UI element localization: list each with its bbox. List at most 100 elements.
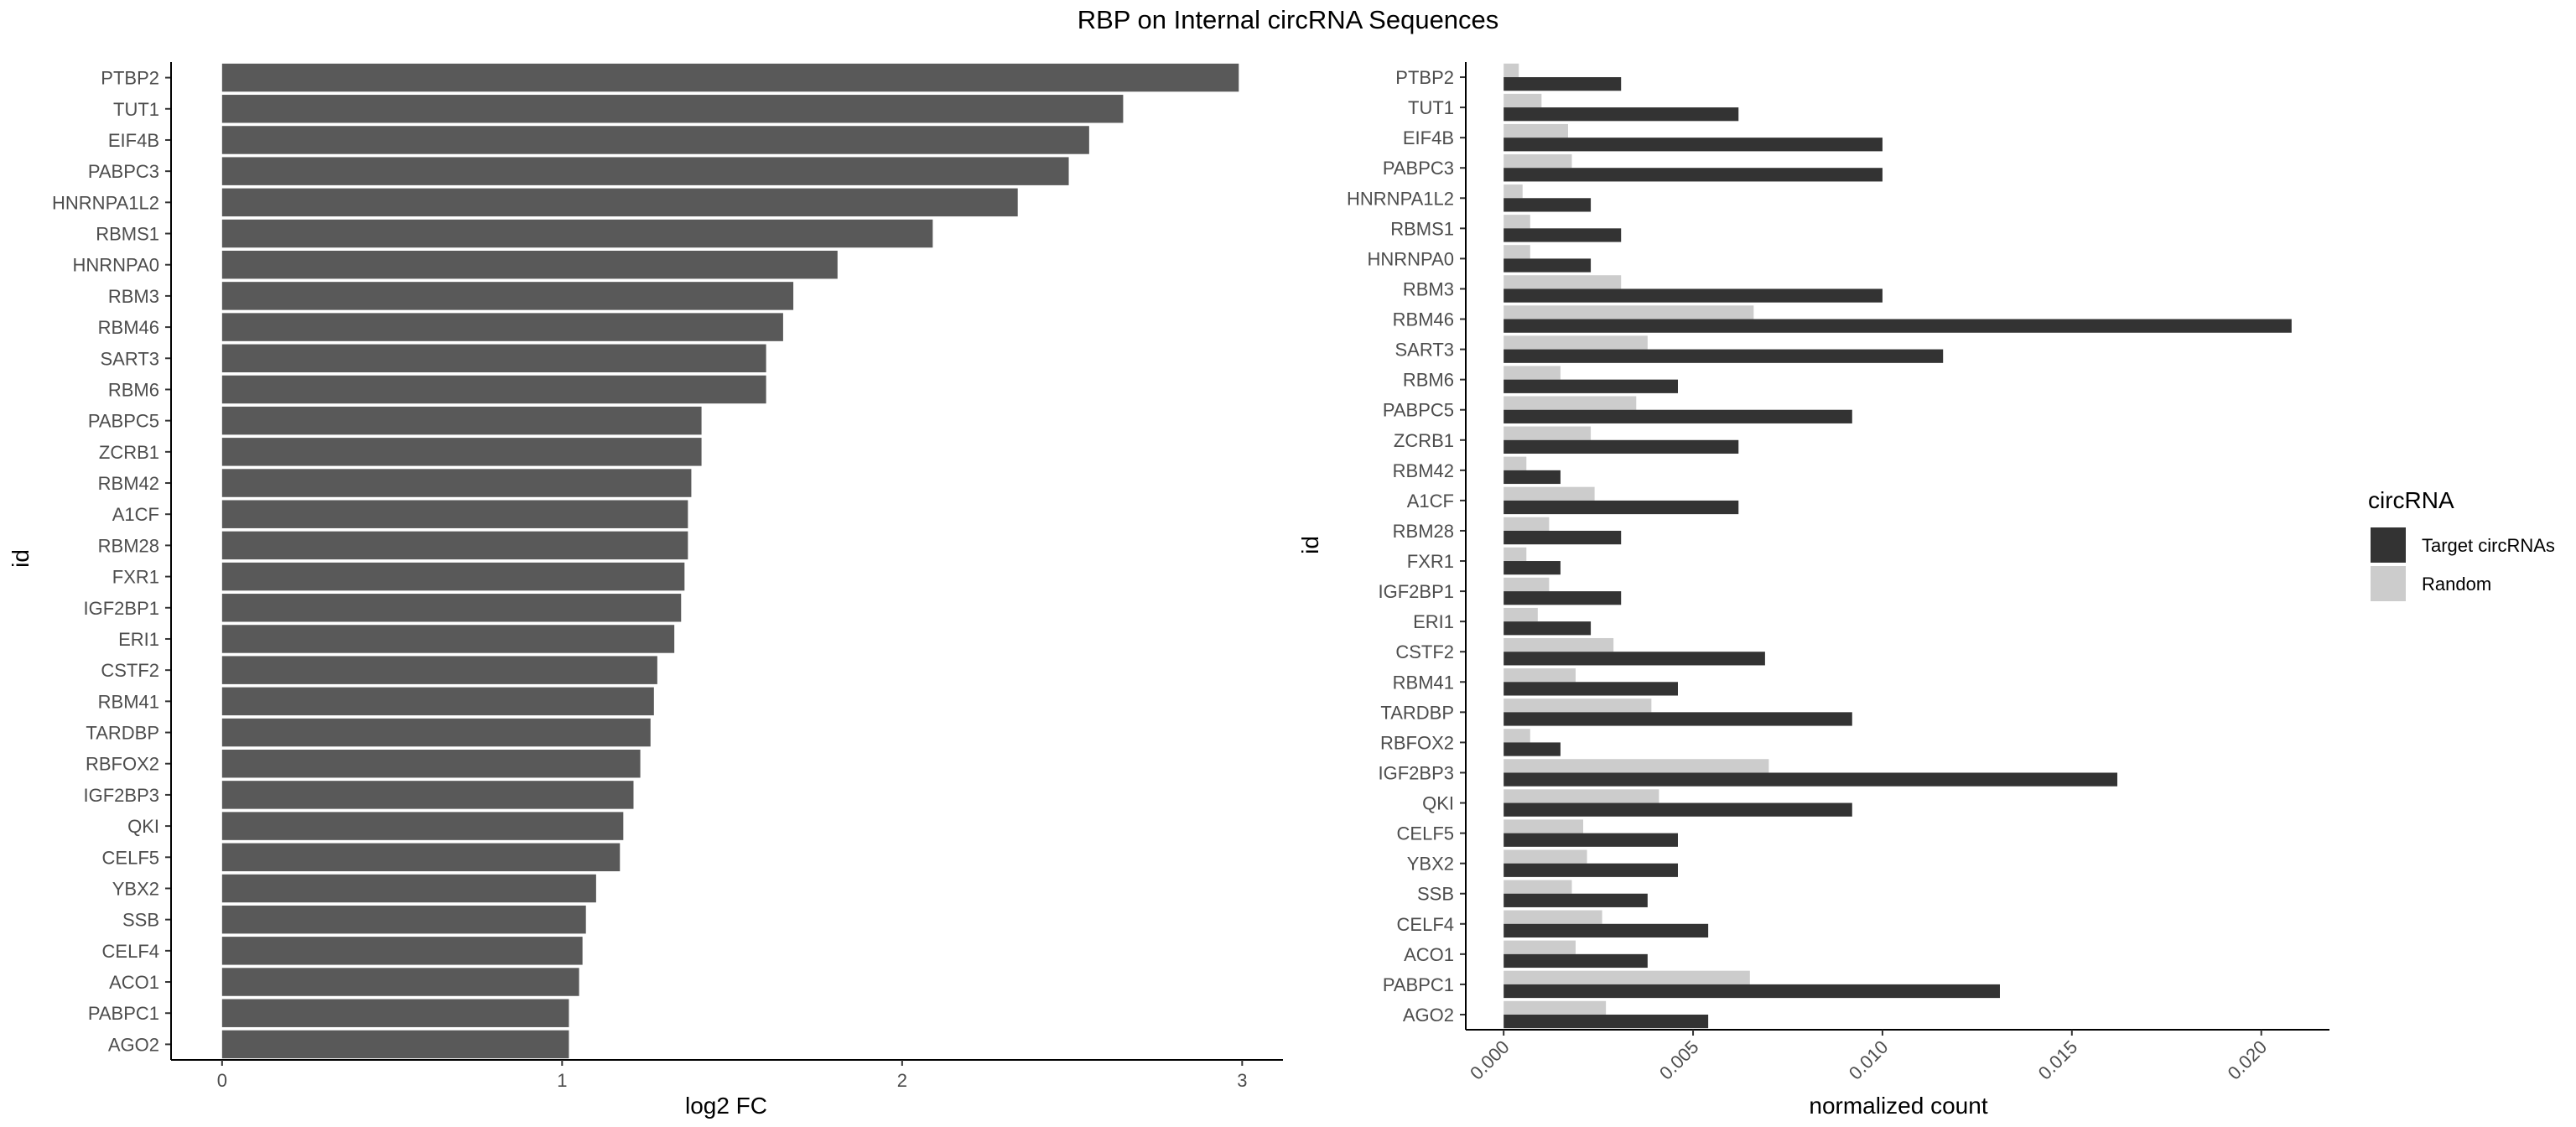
y-tick-label: PABPC3 xyxy=(1383,158,1454,179)
bar-random-rbm28 xyxy=(1504,517,1550,531)
y-tick-label: CSTF2 xyxy=(1395,641,1454,662)
bar-target-zcrb1 xyxy=(1504,439,1739,454)
y-tick-label: RBMS1 xyxy=(1390,218,1454,239)
bar-random-pabpc3 xyxy=(1504,153,1572,169)
y-tick-label: ERI1 xyxy=(1413,611,1454,632)
bar-hnrnpa0 xyxy=(221,250,838,279)
bar-random-fxr1 xyxy=(1504,547,1527,562)
bar-target-igf2bp3 xyxy=(1504,772,2118,787)
bar-pabpc3 xyxy=(221,157,1069,185)
bar-target-aco1 xyxy=(1504,953,1648,969)
bar-random-igf2bp3 xyxy=(1504,759,1769,773)
bar-target-celf5 xyxy=(1504,833,1678,847)
y-tick-label: CELF4 xyxy=(102,941,159,962)
y-tick-label: ZCRB1 xyxy=(1394,430,1454,451)
y-tick-label: RBM28 xyxy=(98,535,159,556)
x-tick-label: 0.000 xyxy=(1466,1036,1514,1084)
y-tick-label: EIF4B xyxy=(1403,127,1454,148)
y-tick-label: EIF4B xyxy=(108,130,159,151)
x-tick-label: 3 xyxy=(1237,1070,1247,1091)
bar-target-tut1 xyxy=(1504,107,1739,122)
bar-random-tardbp xyxy=(1504,699,1652,713)
bar-sart3 xyxy=(221,344,766,373)
y-tick-label: RBM6 xyxy=(1403,370,1454,391)
bar-target-igf2bp1 xyxy=(1504,591,1622,605)
y-tick-label: RBM28 xyxy=(1393,521,1454,542)
bar-random-rbfox2 xyxy=(1504,729,1530,743)
bar-target-rbm41 xyxy=(1504,682,1678,696)
x-tick-label: 2 xyxy=(897,1070,907,1091)
bar-celf4 xyxy=(221,937,583,965)
y-tick-label: HNRNPA1L2 xyxy=(52,192,159,213)
y-tick-label: RBFOX2 xyxy=(86,754,159,775)
bar-target-eri1 xyxy=(1504,621,1592,636)
bar-pabpc1 xyxy=(221,999,569,1027)
y-tick-label: A1CF xyxy=(112,504,159,525)
bar-rbfox2 xyxy=(221,749,641,778)
legend-key-random xyxy=(2371,566,2406,601)
left-x-axis-title: log2 FC xyxy=(685,1093,767,1119)
y-tick-label: A1CF xyxy=(1407,491,1454,512)
bar-random-celf5 xyxy=(1504,819,1584,834)
y-tick-label: IGF2BP1 xyxy=(84,598,159,619)
x-tick-label: 1 xyxy=(557,1070,567,1091)
bar-tardbp xyxy=(221,718,651,747)
bar-target-rbm3 xyxy=(1504,288,1883,303)
bar-random-tut1 xyxy=(1504,93,1542,108)
bar-target-pabpc1 xyxy=(1504,984,2000,999)
bar-aco1 xyxy=(221,968,579,996)
bar-random-pabpc1 xyxy=(1504,970,1750,984)
y-tick-label: PABPC1 xyxy=(88,1003,159,1024)
bar-target-pabpc5 xyxy=(1504,409,1852,423)
y-tick-label: RBM3 xyxy=(108,286,159,307)
bar-pabpc5 xyxy=(221,406,702,435)
bar-random-aco1 xyxy=(1504,940,1576,954)
y-tick-label: IGF2BP3 xyxy=(84,785,159,806)
x-tick-label: 0.010 xyxy=(1845,1036,1893,1084)
bar-target-qki xyxy=(1504,802,1852,817)
bar-zcrb1 xyxy=(221,438,702,466)
bar-random-celf4 xyxy=(1504,910,1602,924)
y-tick-label: CELF4 xyxy=(1397,914,1454,935)
y-tick-label: TARDBP xyxy=(86,723,159,744)
bar-rbms1 xyxy=(221,219,933,248)
y-tick-label: SART3 xyxy=(100,348,159,369)
y-tick-label: YBX2 xyxy=(112,878,159,899)
x-tick-label: 0.005 xyxy=(1655,1036,1703,1084)
bar-target-rbm28 xyxy=(1504,530,1622,545)
bar-ybx2 xyxy=(221,874,596,903)
bar-eif4b xyxy=(221,126,1089,154)
y-tick-label: HNRNPA0 xyxy=(1367,248,1454,269)
bar-target-rbm6 xyxy=(1504,379,1678,393)
y-tick-label: FXR1 xyxy=(112,567,159,588)
bar-random-rbm42 xyxy=(1504,456,1527,470)
bar-rbm28 xyxy=(221,531,688,560)
y-tick-label: TARDBP xyxy=(1380,702,1454,723)
bar-random-a1cf xyxy=(1504,486,1595,501)
bar-random-eri1 xyxy=(1504,607,1538,622)
bar-rbm6 xyxy=(221,375,766,404)
bar-target-ptbp2 xyxy=(1504,77,1622,91)
y-tick-label: ERI1 xyxy=(118,629,159,650)
bar-target-hnrnpa0 xyxy=(1504,258,1592,273)
bar-ssb xyxy=(221,905,586,934)
y-tick-label: RBFOX2 xyxy=(1380,732,1454,753)
bar-target-eif4b xyxy=(1504,138,1883,152)
y-tick-label: RBM41 xyxy=(1393,672,1454,693)
bar-qki xyxy=(221,812,624,840)
bar-target-rbms1 xyxy=(1504,228,1622,242)
y-tick-label: RBM3 xyxy=(1403,278,1454,299)
y-tick-label: FXR1 xyxy=(1407,551,1454,572)
y-tick-label: PABPC3 xyxy=(88,161,159,182)
bar-rbm41 xyxy=(221,687,654,716)
y-tick-label: RBM46 xyxy=(98,317,159,338)
bar-cstf2 xyxy=(221,656,657,684)
bar-target-sart3 xyxy=(1504,349,1944,363)
chart-title: RBP on Internal circRNA Sequences xyxy=(1078,5,1499,34)
bar-target-cstf2 xyxy=(1504,652,1765,666)
x-tick-label: 0.015 xyxy=(2034,1036,2082,1084)
bar-random-ssb xyxy=(1504,880,1572,894)
y-tick-label: RBM42 xyxy=(1393,460,1454,481)
y-tick-label: HNRNPA0 xyxy=(72,255,159,276)
y-tick-label: QKI xyxy=(127,816,159,837)
